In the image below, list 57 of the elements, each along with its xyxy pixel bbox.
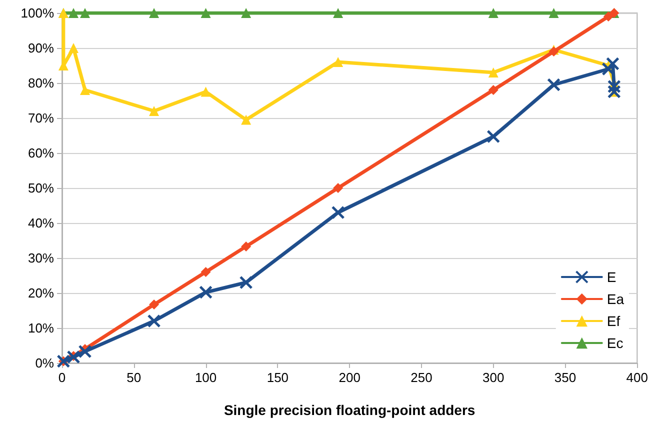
legend-label: Ef (606, 313, 620, 329)
point (149, 106, 160, 116)
point (333, 57, 344, 67)
point (607, 80, 621, 94)
point (488, 68, 498, 78)
legend-label: Ea (606, 291, 624, 307)
y-tick-label: 60% (28, 146, 54, 160)
point (200, 8, 211, 18)
point (80, 85, 90, 95)
y-tick-label: 70% (28, 110, 54, 126)
point (199, 286, 213, 300)
y-tick-label: 50% (28, 180, 54, 196)
x-tick-label: 100 (194, 370, 217, 385)
point (333, 8, 344, 18)
point (548, 8, 559, 18)
point (149, 8, 160, 18)
point (80, 8, 90, 18)
point (241, 8, 252, 18)
y-tick-label: 10% (28, 320, 54, 336)
point (200, 267, 211, 277)
x-tick-label: 250 (410, 370, 432, 385)
x-tick-label: 0 (58, 370, 66, 385)
legend-label: E (606, 269, 616, 285)
x-axis-title: Single precision floating-point adders (224, 402, 476, 418)
y-tick-label: 0% (35, 356, 54, 370)
y-tick-label: 40% (28, 216, 54, 230)
x-tick-label: 150 (266, 370, 289, 385)
x-tick-label: 350 (554, 370, 576, 385)
point (333, 183, 344, 193)
point (68, 43, 79, 53)
x-tick-label: 300 (482, 370, 504, 385)
legend-label: Ec (606, 335, 624, 351)
point (78, 344, 92, 358)
point (603, 12, 614, 22)
y-tick-label: 100% (20, 6, 54, 20)
y-tick-label: 80% (28, 76, 54, 90)
point (488, 8, 498, 18)
y-tick-label: 30% (28, 250, 54, 266)
point (241, 114, 252, 125)
point (200, 86, 211, 97)
x-tick-label: 400 (626, 370, 648, 385)
x-tick-label: 200 (338, 370, 360, 385)
point (149, 300, 160, 310)
point (602, 62, 616, 76)
point (239, 276, 253, 290)
point (606, 57, 620, 70)
point (486, 130, 500, 144)
point (147, 314, 161, 328)
point (66, 350, 80, 364)
point (547, 78, 561, 92)
point (488, 85, 498, 95)
point (68, 8, 79, 18)
x-tick-label: 50 (126, 370, 142, 385)
y-tick-label: 20% (28, 286, 54, 300)
point (241, 241, 252, 252)
point (331, 206, 345, 220)
y-tick-label: 90% (28, 40, 54, 56)
